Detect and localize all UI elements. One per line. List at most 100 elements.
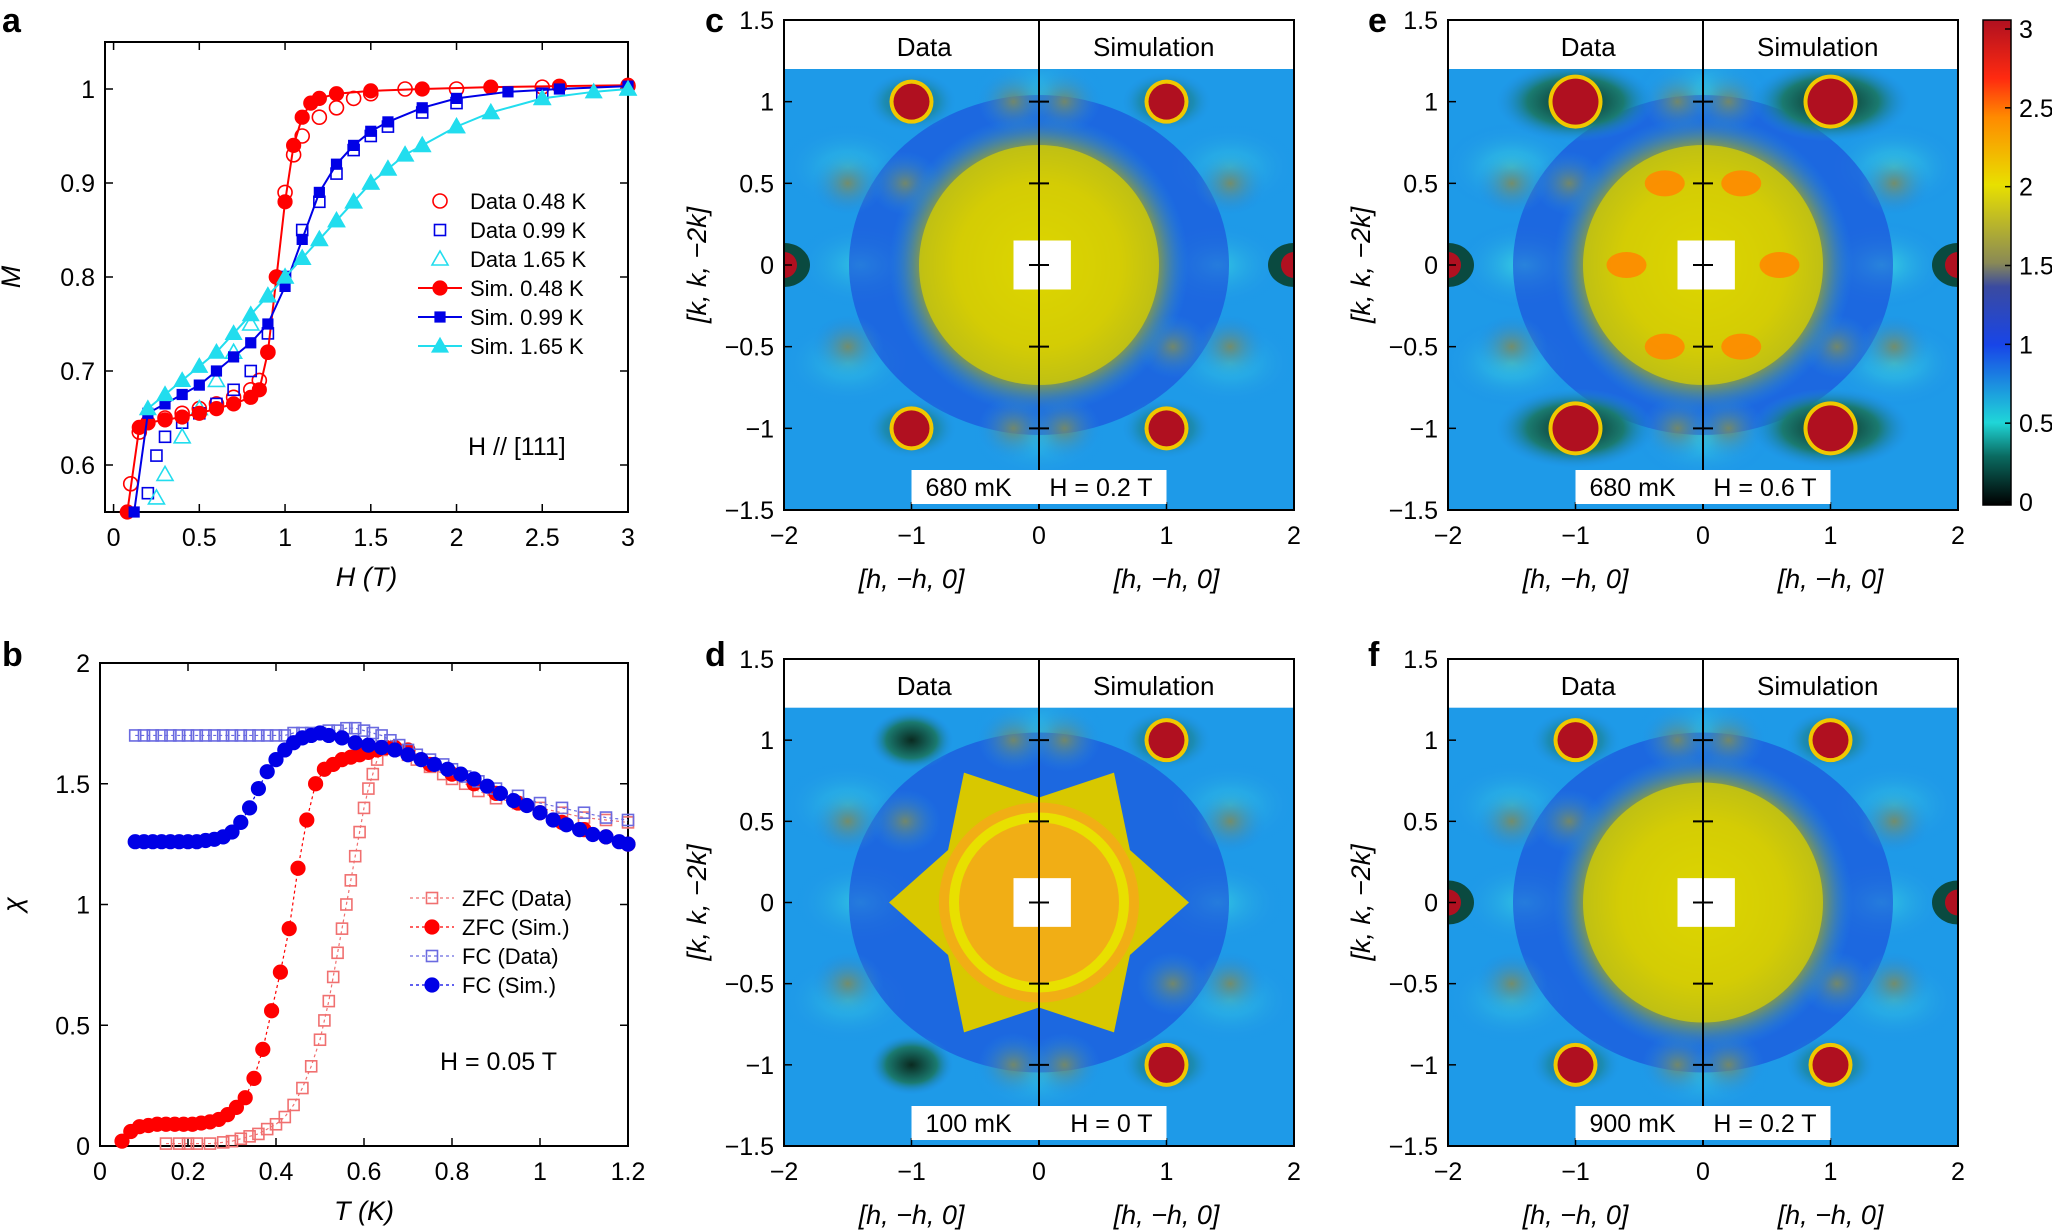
x-tick-label: 1: [1824, 1158, 1838, 1186]
data-point: [558, 817, 575, 833]
heatmap-image: [784, 659, 1294, 1146]
colorbar: 0 0.5 1 1.5 2 2.5 3: [1982, 16, 2052, 517]
data-point: [340, 898, 353, 911]
data-point: [191, 405, 207, 421]
series-sim-0-48-k: [119, 77, 636, 520]
panel-letter: a: [2, 2, 22, 40]
data-point: [533, 89, 552, 106]
x-tick-label: −1: [897, 1158, 926, 1186]
data-point: [176, 388, 188, 401]
bragg-peak: [1557, 1046, 1594, 1083]
panel-a: a 0 0.5 1 1.5 2 2.5 3 0.6 0.7 0.8 0.9 1 H (T) M Data 0.…: [0, 2, 638, 592]
data-point: [208, 729, 221, 742]
data-point: [216, 1136, 230, 1149]
data-point: [157, 412, 173, 428]
y-tick-label: 2: [76, 650, 90, 678]
x-tick-label: 3: [621, 524, 635, 552]
x-tick-label: −1: [1561, 522, 1590, 550]
y-tick-label: −1: [1409, 415, 1438, 443]
data-point: [208, 401, 225, 417]
colorbar-tick-label: 1.5: [2019, 253, 2052, 281]
legend-label: FC (Sim.): [462, 973, 556, 998]
x-axis-label-left: [h, −h, 0]: [1522, 564, 1630, 594]
data-point: [181, 1137, 195, 1150]
data-point: [618, 79, 638, 96]
legend-marker: [432, 193, 448, 209]
legend-label: Data 1.65 K: [470, 247, 587, 272]
y-tick-label: 1: [1424, 89, 1438, 117]
series-fc-sim-: [127, 725, 636, 852]
x-tick-label: −2: [1434, 1158, 1463, 1186]
y-tick-label: 1.5: [739, 7, 774, 35]
data-point: [328, 86, 345, 102]
data-point: [599, 811, 613, 824]
y-tick-label: −1.5: [725, 1133, 774, 1161]
data-point: [224, 324, 243, 340]
data-point: [243, 1130, 256, 1143]
y-tick-label: −0.5: [725, 334, 774, 362]
field-label: H = 0.2 T: [1713, 1110, 1816, 1138]
legend-marker: [434, 311, 446, 323]
legend-marker: [425, 891, 439, 905]
data-point: [331, 946, 344, 960]
x-tick-label: 0: [1032, 522, 1046, 550]
data-point: [374, 739, 390, 756]
x-tick-label: 0.5: [182, 524, 217, 552]
data-point: [174, 409, 190, 425]
data-point: [334, 730, 350, 746]
data-point: [276, 267, 295, 284]
bragg-peak: [893, 410, 930, 447]
data-point: [577, 806, 591, 820]
edge-peak: [1945, 252, 1958, 278]
data-point: [326, 970, 340, 984]
annotation-box: [911, 1106, 1167, 1140]
data-point: [225, 729, 239, 742]
data-point: [260, 729, 274, 742]
data-point: [193, 379, 205, 391]
data-point: [155, 385, 175, 402]
panel-letter: e: [1368, 2, 1387, 40]
data-point: [158, 430, 172, 444]
data-point: [348, 139, 360, 151]
bragg-peak: [1148, 410, 1185, 447]
data-point: [244, 364, 258, 378]
diffuse-blob: [1194, 789, 1267, 854]
data-point: [348, 849, 362, 863]
y-tick-label: 1.5: [739, 646, 774, 674]
y-tick-label: 1: [760, 727, 774, 755]
header-data-label: Data: [897, 671, 952, 701]
data-point: [228, 351, 240, 363]
y-axis-label: χ: [0, 896, 28, 914]
diffuse-blob: [811, 951, 884, 1016]
data-point: [363, 83, 379, 99]
y-tick-label: 0.8: [60, 264, 95, 292]
data-point: [304, 1060, 318, 1073]
y-tick-label: −1: [1409, 1052, 1438, 1080]
data-point: [241, 314, 261, 331]
y-axis-label: M: [0, 265, 26, 288]
data-point: [348, 721, 362, 735]
y-tick-label: 0.6: [60, 452, 95, 480]
legend-label: Data 0.99 K: [470, 218, 587, 243]
data-point: [225, 1134, 239, 1148]
bragg-peak: [1148, 83, 1185, 120]
series-line: [147, 88, 629, 410]
annotation: H = 0.05 T: [440, 1048, 557, 1076]
y-tick-label: 1: [1424, 727, 1438, 755]
x-tick-label: 0: [1696, 1158, 1710, 1186]
diffuse-blob: [1858, 951, 1931, 1016]
y-tick-label: 0: [760, 890, 774, 918]
header-data-label: Data: [897, 32, 952, 62]
x-tick-label: 1: [533, 1158, 547, 1186]
bragg-peak: [1807, 78, 1854, 125]
data-point: [227, 383, 240, 397]
data-point: [234, 729, 248, 742]
data-point: [483, 79, 499, 95]
data-point: [277, 194, 293, 210]
legend: ZFC (Data) ZFC (Sim.) FC (Data) FC (Sim.): [410, 886, 572, 998]
x-tick-label: 0: [93, 1158, 107, 1186]
data-point: [585, 826, 601, 843]
data-point: [366, 767, 380, 781]
y-tick-label: −0.5: [725, 971, 774, 999]
data-point: [250, 780, 266, 797]
